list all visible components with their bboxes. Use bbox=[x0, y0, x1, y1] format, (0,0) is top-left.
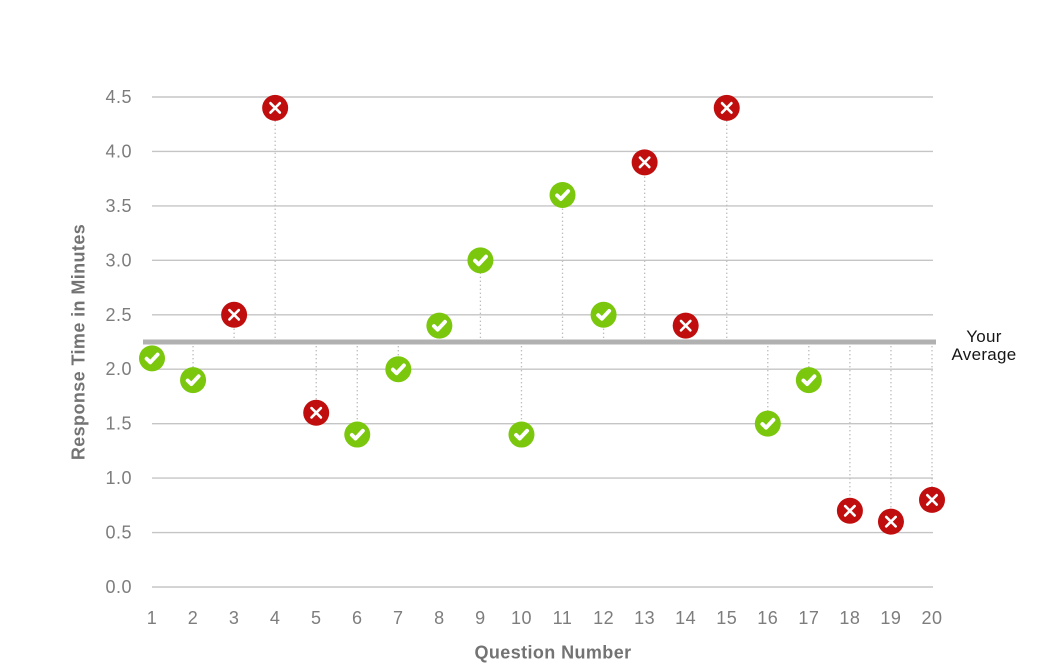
x-tick-label-14: 14 bbox=[675, 608, 696, 628]
x-icon bbox=[310, 406, 323, 419]
check-icon bbox=[144, 352, 160, 365]
data-point-q16-correct bbox=[754, 410, 781, 437]
check-icon bbox=[514, 428, 530, 441]
x-tick-label-5: 5 bbox=[311, 608, 322, 628]
data-point-q13-incorrect bbox=[631, 149, 658, 176]
y-tick-label-3.5: 3.5 bbox=[105, 196, 132, 216]
data-point-q2-correct bbox=[180, 367, 207, 394]
x-tick-label-7: 7 bbox=[393, 608, 404, 628]
x-icon bbox=[843, 504, 856, 517]
check-icon bbox=[801, 374, 817, 387]
data-point-q9-correct bbox=[467, 247, 494, 274]
x-tick-label-2: 2 bbox=[188, 608, 199, 628]
y-axis-title: Response Time in Minutes bbox=[68, 223, 89, 461]
y-tick-label-1.0: 1.0 bbox=[105, 468, 132, 488]
y-tick-label-2.5: 2.5 bbox=[105, 305, 132, 325]
x-tick-label-13: 13 bbox=[634, 608, 655, 628]
y-tick-label-4.0: 4.0 bbox=[105, 141, 132, 161]
data-point-q14-incorrect bbox=[672, 312, 699, 339]
x-tick-label-9: 9 bbox=[475, 608, 486, 628]
x-axis-title: Question Number bbox=[474, 642, 632, 663]
check-icon bbox=[185, 374, 201, 387]
x-icon bbox=[720, 101, 733, 114]
x-tick-label-15: 15 bbox=[716, 608, 737, 628]
x-tick-label-4: 4 bbox=[270, 608, 281, 628]
y-axis-tick-labels: 0.0 0.5 1.0 1.5 2.0 2.5 3.0 3.5 4.0 4.5 bbox=[105, 87, 132, 597]
average-line-label-line1: Your bbox=[966, 327, 1002, 346]
x-tick-label-1: 1 bbox=[147, 608, 158, 628]
check-icon bbox=[473, 254, 488, 267]
check-icon bbox=[349, 428, 365, 441]
data-point-q4-incorrect bbox=[262, 94, 289, 121]
data-point-q10-correct bbox=[508, 421, 535, 448]
x-icon bbox=[926, 493, 938, 506]
data-point-q12-correct bbox=[590, 301, 617, 328]
y-tick-label-3.0: 3.0 bbox=[105, 250, 132, 270]
y-tick-label-1.5: 1.5 bbox=[105, 414, 132, 434]
x-tick-label-3: 3 bbox=[229, 608, 240, 628]
x-icon bbox=[638, 156, 651, 169]
x-tick-label-16: 16 bbox=[757, 608, 778, 628]
x-tick-label-8: 8 bbox=[434, 608, 445, 628]
x-icon bbox=[228, 308, 241, 321]
x-tick-label-6: 6 bbox=[352, 608, 363, 628]
check-icon bbox=[390, 363, 406, 376]
check-icon bbox=[555, 189, 571, 201]
gridlines bbox=[152, 96, 933, 588]
y-tick-label-0.0: 0.0 bbox=[105, 577, 132, 597]
x-tick-label-12: 12 bbox=[593, 608, 614, 628]
data-points bbox=[139, 94, 945, 535]
data-point-q17-correct bbox=[795, 367, 822, 394]
data-point-q19-incorrect bbox=[877, 508, 904, 535]
y-tick-label-0.5: 0.5 bbox=[105, 523, 132, 543]
data-point-q8-correct bbox=[426, 312, 453, 339]
x-tick-label-10: 10 bbox=[511, 608, 532, 628]
x-tick-label-19: 19 bbox=[880, 608, 901, 628]
average-line-label: Your Average bbox=[947, 328, 1021, 364]
data-point-q6-correct bbox=[344, 421, 371, 448]
data-point-q20-incorrect bbox=[919, 486, 945, 513]
check-icon bbox=[596, 309, 612, 321]
data-point-q5-incorrect bbox=[303, 399, 330, 426]
check-icon bbox=[760, 417, 776, 430]
data-point-q7-correct bbox=[385, 356, 412, 383]
y-tick-label-4.5: 4.5 bbox=[105, 87, 132, 107]
x-tick-label-18: 18 bbox=[839, 608, 860, 628]
x-icon bbox=[884, 515, 897, 528]
x-tick-label-20: 20 bbox=[921, 608, 942, 628]
x-tick-label-17: 17 bbox=[798, 608, 819, 628]
data-point-q18-incorrect bbox=[836, 497, 863, 524]
x-icon bbox=[269, 101, 282, 114]
check-icon bbox=[432, 319, 447, 332]
y-tick-label-2.0: 2.0 bbox=[105, 359, 132, 379]
data-point-q15-incorrect bbox=[713, 94, 740, 121]
data-point-q1-correct bbox=[139, 345, 165, 372]
x-icon bbox=[679, 319, 692, 332]
x-axis-tick-labels: 1 2 3 4 5 6 7 8 9 10 11 12 13 14 15 16 17 18 19 20 bbox=[147, 608, 942, 628]
data-point-q3-incorrect bbox=[221, 301, 248, 328]
average-line-label-line2: Average bbox=[951, 345, 1017, 364]
x-tick-label-11: 11 bbox=[553, 608, 573, 628]
data-point-q11-correct bbox=[549, 182, 576, 208]
